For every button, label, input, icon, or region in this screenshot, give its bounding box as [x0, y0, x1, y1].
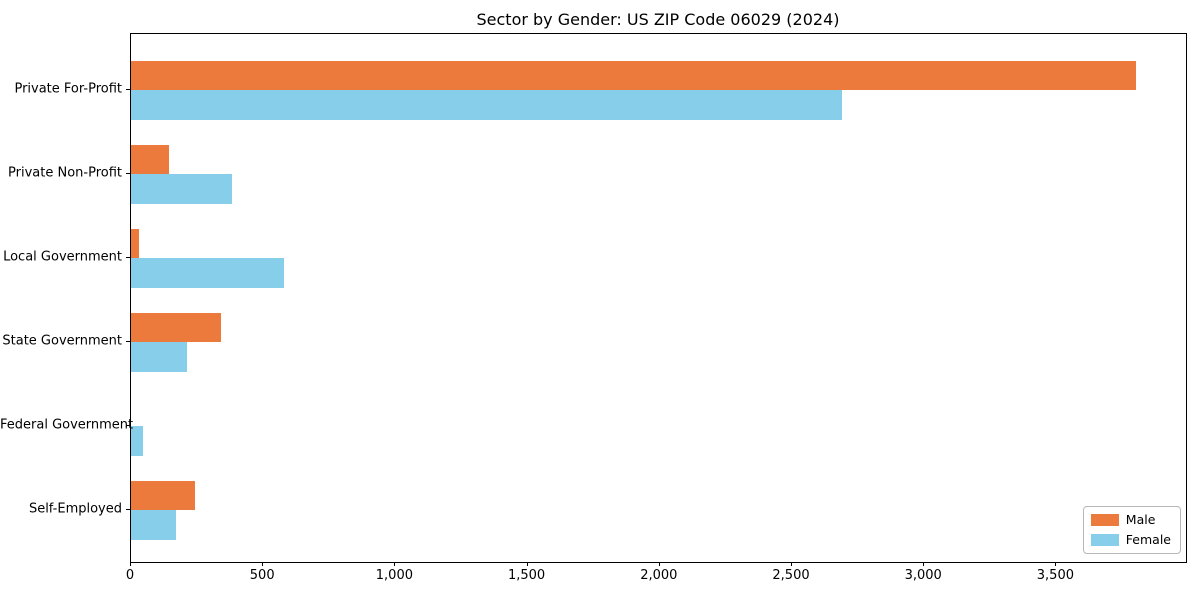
legend-swatch-male: [1090, 514, 1119, 526]
x-tick-mark: [658, 562, 660, 566]
bar-male-private-non-profit: [131, 144, 170, 175]
bar-male-private-for-profit: [131, 60, 1136, 91]
chart-title: Sector by Gender: US ZIP Code 06029 (202…: [476, 10, 840, 29]
x-tick-label: 3,000: [904, 568, 942, 583]
x-tick-label: 2,500: [772, 568, 810, 583]
x-tick-mark: [130, 562, 131, 566]
bar-female-federal-government: [131, 426, 143, 456]
y-tick-label: Private Non-Profit: [8, 165, 122, 181]
legend-label: Male: [1125, 512, 1156, 527]
x-tick-label: 2,000: [640, 568, 678, 583]
x-tick-label: 500: [249, 568, 275, 583]
legend: Male Female: [1082, 506, 1181, 554]
y-tick-mark: [126, 425, 130, 427]
y-tick-mark: [126, 341, 130, 343]
legend-label: Female: [1125, 532, 1171, 547]
y-tick-mark: [126, 257, 130, 259]
y-tick-label: State Government: [2, 333, 122, 349]
bar-male-self-employed: [131, 480, 195, 511]
y-tick-mark: [126, 173, 130, 175]
bar-male-state-government: [131, 312, 221, 343]
y-tick-mark: [126, 509, 130, 511]
x-tick-label: 1,000: [375, 568, 413, 583]
y-tick-label: Private For-Profit: [14, 81, 122, 97]
x-tick-mark: [923, 562, 925, 566]
x-tick-label: 3,500: [1036, 568, 1074, 583]
bar-female-state-government: [131, 342, 187, 372]
legend-swatch-female: [1090, 534, 1119, 546]
x-tick-mark: [791, 562, 792, 566]
bar-male-local-government: [131, 228, 139, 259]
bar-female-private-non-profit: [131, 174, 232, 204]
y-tick-label: Local Government: [3, 249, 122, 265]
y-tick-mark: [126, 89, 130, 91]
x-tick-label: 1,500: [507, 568, 546, 583]
y-tick-label: Self-Employed: [28, 501, 122, 517]
x-tick-mark: [394, 562, 396, 566]
x-tick-label: 0: [125, 568, 135, 583]
plot-area: Male Female: [130, 33, 1187, 563]
y-tick-label: Federal Government: [0, 417, 134, 433]
legend-item-female: Female: [1090, 532, 1171, 547]
x-tick-mark: [1055, 562, 1057, 566]
bar-female-private-for-profit: [131, 90, 843, 120]
bar-female-self-employed: [131, 510, 176, 540]
bar-female-local-government: [131, 258, 285, 288]
legend-item-male: Male: [1090, 512, 1171, 527]
x-tick-mark: [262, 562, 264, 566]
x-tick-mark: [526, 562, 528, 566]
